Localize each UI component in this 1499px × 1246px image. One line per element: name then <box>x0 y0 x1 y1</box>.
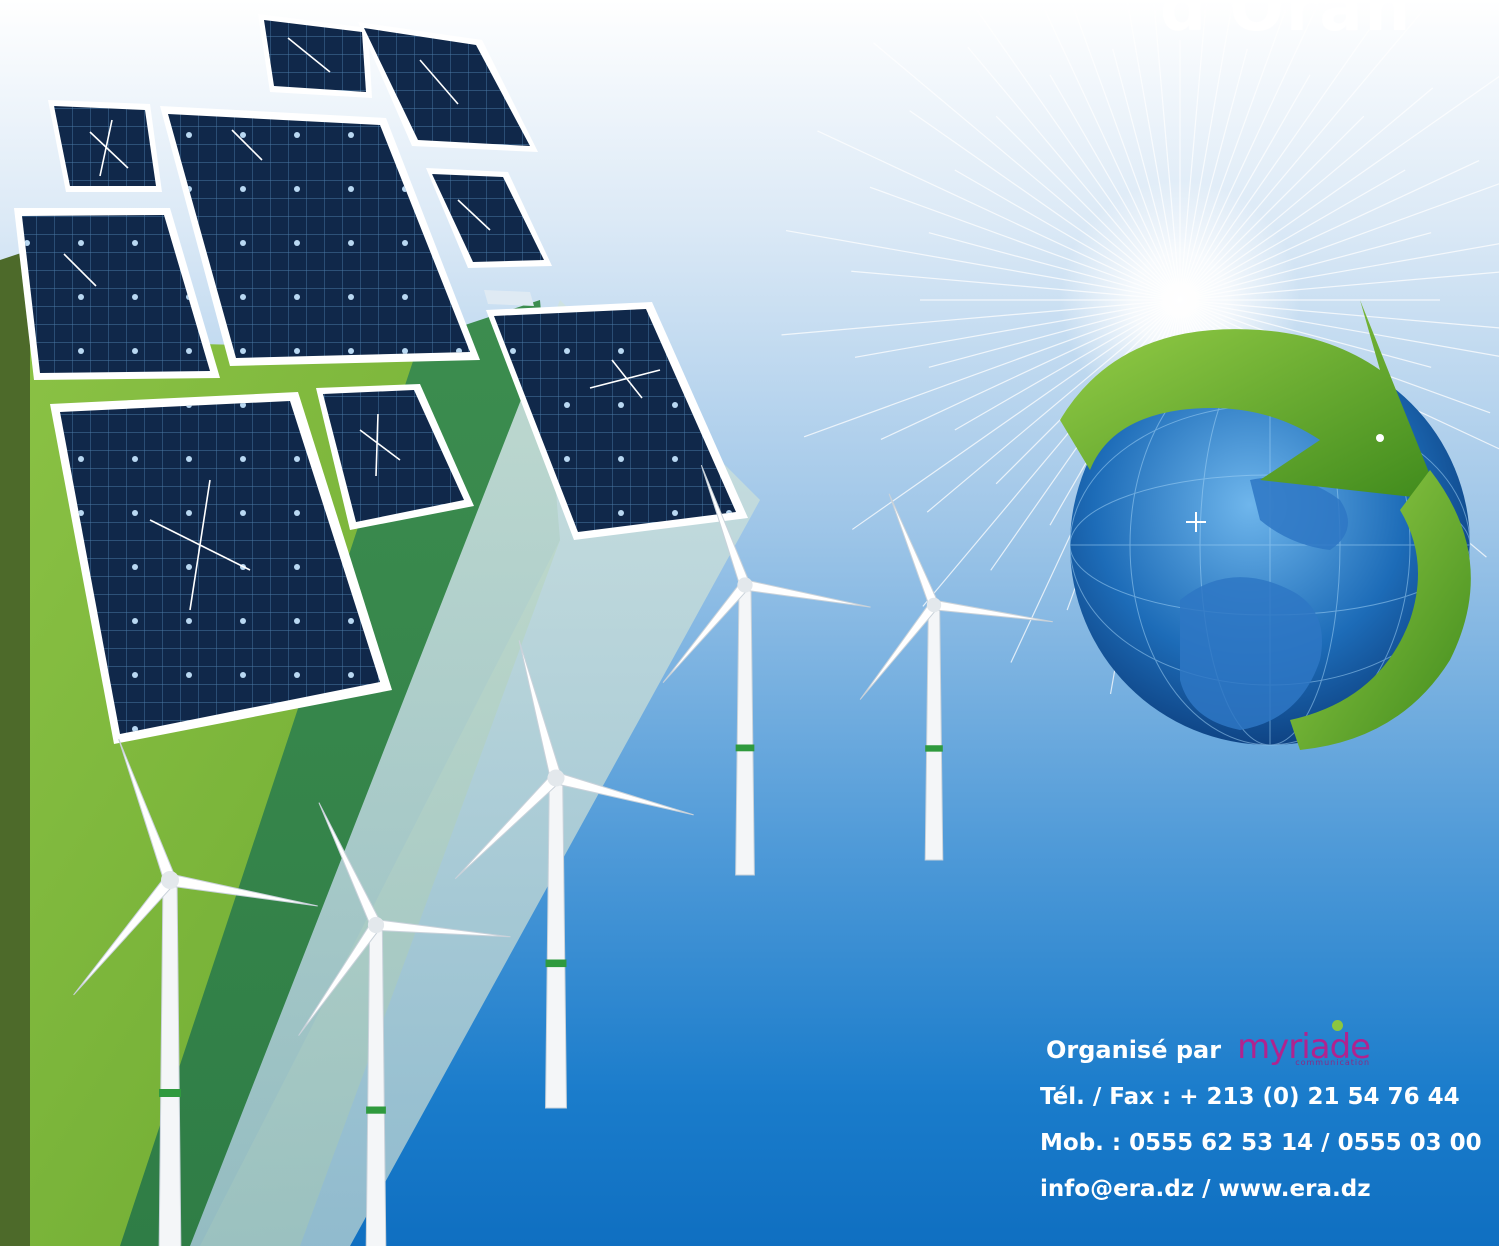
logo-word: myriade <box>1237 1027 1371 1067</box>
logo-dot-icon <box>1332 1020 1344 1031</box>
solar-panel <box>160 106 480 366</box>
wind-turbine <box>298 802 511 1246</box>
wind-turbines <box>73 464 1053 1246</box>
logo-subtitle: communication <box>1295 1058 1371 1067</box>
event-title-fragment: d'Oran <box>1160 0 1413 46</box>
wind-turbine <box>859 493 1053 861</box>
solar-panel <box>358 22 538 152</box>
email-website: info@era.dz / www.era.dz <box>1040 1176 1371 1202</box>
organizer-label: Organisé par <box>1046 1036 1222 1064</box>
organizer-row: Organisé par myriade communication <box>1046 1020 1495 1067</box>
solar-panel <box>14 208 220 380</box>
mobile-numbers: Mob. : 0555 62 53 14 / 0555 03 00 <box>1040 1130 1482 1156</box>
myriade-logo: myriade communication <box>1237 1020 1371 1067</box>
wind-turbine <box>73 738 318 1246</box>
wind-turbine <box>454 640 694 1109</box>
solar-panels <box>14 14 748 744</box>
contact-block: Organisé par myriade communication Tél. … <box>1040 1020 1495 1202</box>
solar-panel <box>426 168 552 268</box>
tel-fax: Tél. / Fax : + 213 (0) 21 54 76 44 <box>1040 1084 1460 1110</box>
globe-with-arrow <box>1060 300 1471 750</box>
solar-panel <box>50 392 392 744</box>
solar-panel <box>258 14 372 98</box>
solar-panel <box>486 302 748 540</box>
panel-sparkles <box>63 37 661 611</box>
wind-turbine <box>662 464 871 876</box>
solar-panel <box>484 290 534 306</box>
